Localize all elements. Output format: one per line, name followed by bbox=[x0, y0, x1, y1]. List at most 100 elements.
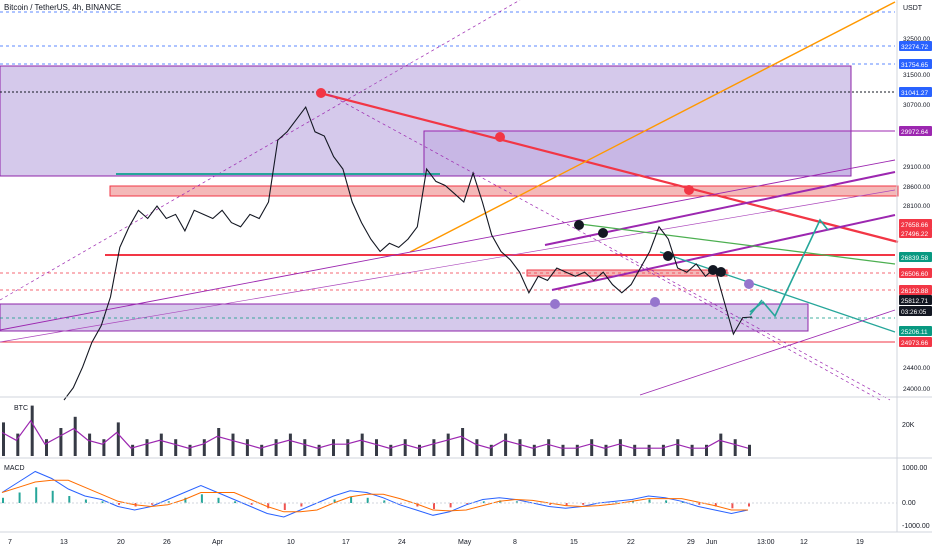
price-badge bbox=[899, 268, 932, 278]
volume-bar bbox=[260, 444, 264, 456]
teal-projection-path bbox=[749, 218, 829, 318]
time-axis-label: 13 bbox=[60, 539, 68, 546]
macd-histogram-bar bbox=[549, 503, 552, 505]
volume-bar bbox=[575, 444, 579, 456]
volume-bar bbox=[719, 433, 723, 456]
volume-histogram bbox=[1, 405, 751, 456]
volume-bar bbox=[332, 439, 335, 456]
signal-line bbox=[1, 479, 748, 513]
horizontal-levels bbox=[0, 11, 895, 343]
volume-bar bbox=[375, 439, 378, 456]
volume-bar bbox=[45, 439, 48, 456]
time-axis-label: 8 bbox=[513, 539, 517, 546]
symbol-title: Bitcoin / TetherUS, 4h, BINANCE bbox=[4, 3, 122, 12]
price-badge-label: 25206.11 bbox=[901, 329, 928, 336]
time-axis-label: May bbox=[458, 539, 472, 546]
orange-trendline bbox=[409, 1, 896, 253]
macd-histogram-bar bbox=[681, 502, 684, 503]
macd-histogram-bar bbox=[449, 503, 452, 508]
volume-bar bbox=[590, 439, 594, 456]
price-badge bbox=[899, 59, 932, 69]
price-tick: 32500.00 bbox=[903, 36, 930, 43]
volume-bar bbox=[432, 439, 436, 456]
price-badges: 32274.72 31754.65 31041.27 29972.64 27658.66… bbox=[899, 41, 932, 347]
main-resistance-trendline bbox=[319, 91, 899, 244]
macd-histogram-bar bbox=[2, 497, 4, 504]
volume-bar bbox=[418, 444, 421, 456]
volume-bar bbox=[188, 444, 192, 456]
price-badge-label: 26506.60 bbox=[901, 271, 928, 278]
volume-bar bbox=[389, 444, 393, 456]
pivot-red-marker bbox=[495, 132, 505, 142]
volume-bar bbox=[475, 439, 479, 456]
time-axis-label: Jun bbox=[706, 539, 717, 546]
macd-histogram-bar bbox=[118, 503, 120, 505]
macd-histogram-bar bbox=[84, 499, 87, 503]
volume-bar bbox=[274, 439, 278, 456]
mid-purple-zone bbox=[423, 130, 852, 177]
price-badge-label: 26839.58 bbox=[901, 255, 928, 262]
volume-bar bbox=[446, 433, 450, 456]
time-axis-label: 22 bbox=[627, 539, 635, 546]
price-badge bbox=[899, 306, 932, 316]
volume-bar bbox=[518, 439, 522, 456]
volume-bar bbox=[676, 439, 680, 456]
macd-histogram-bar bbox=[68, 496, 71, 503]
price-badge bbox=[899, 41, 932, 51]
volume-bar bbox=[16, 433, 20, 456]
price-badge-label: 24973.66 bbox=[901, 340, 928, 347]
volume-bar bbox=[547, 439, 551, 456]
pivot-purple-marker bbox=[744, 279, 754, 289]
purple-wedge-upper bbox=[544, 171, 896, 246]
volume-bar bbox=[748, 444, 751, 456]
macd-histogram-bar bbox=[300, 503, 303, 507]
volume-bar bbox=[604, 444, 608, 456]
macd-histogram-bar bbox=[499, 500, 502, 503]
volume-bar bbox=[532, 444, 536, 456]
macd-histogram-bar bbox=[101, 501, 104, 504]
price-badge bbox=[899, 87, 932, 97]
price-tick: 24000.00 bbox=[903, 386, 930, 393]
price-tick: 29100.00 bbox=[903, 164, 930, 171]
volume-bar bbox=[733, 439, 737, 456]
price-tick: 28100.00 bbox=[903, 203, 930, 210]
price-badge-label: 31754.65 bbox=[901, 62, 928, 69]
price-badge-label: 27658.66 bbox=[901, 222, 928, 229]
volume-bar bbox=[159, 433, 163, 456]
time-axis-label: 19 bbox=[856, 539, 864, 546]
price-tick: 30700.00 bbox=[903, 102, 930, 109]
price-badge bbox=[899, 228, 932, 238]
purple-wedge-lower bbox=[551, 214, 896, 291]
volume-bar bbox=[461, 428, 465, 456]
macd-scale-bottom: -1000.00 bbox=[902, 523, 930, 530]
time-axis-label: 13:00 bbox=[757, 539, 775, 546]
lower-purple-zone bbox=[0, 303, 809, 332]
currency-label: USDT bbox=[903, 5, 923, 12]
price-badge bbox=[899, 285, 932, 295]
time-axis-label: 15 bbox=[570, 539, 578, 546]
macd-histogram-bar bbox=[433, 503, 435, 510]
volume-bar bbox=[403, 439, 407, 456]
price-badge bbox=[899, 126, 932, 136]
volume-bar bbox=[618, 439, 622, 456]
macd-histogram-bar bbox=[250, 503, 253, 505]
macd-histogram-bar bbox=[234, 501, 237, 504]
volume-ma-line bbox=[1, 419, 749, 449]
price-badge bbox=[899, 295, 932, 305]
price-badge-label: 25812.71 bbox=[901, 298, 928, 305]
pivot-black-marker bbox=[574, 220, 584, 230]
volume-bar bbox=[102, 439, 106, 456]
macd-histogram-bar bbox=[217, 497, 220, 504]
macd-histogram-bar bbox=[714, 503, 717, 507]
macd-histogram-bar bbox=[167, 501, 170, 504]
volume-bar bbox=[647, 444, 651, 456]
green-wedge-line bbox=[579, 223, 896, 265]
volume-bar bbox=[2, 422, 5, 456]
macd-histogram-bar bbox=[35, 487, 38, 504]
price-badge-label: 27496.22 bbox=[901, 231, 928, 238]
price-badge bbox=[899, 252, 932, 262]
volume-scale-label: 20K bbox=[902, 422, 915, 429]
time-axis-label: 20 bbox=[117, 539, 125, 546]
volume-bar bbox=[116, 422, 120, 456]
